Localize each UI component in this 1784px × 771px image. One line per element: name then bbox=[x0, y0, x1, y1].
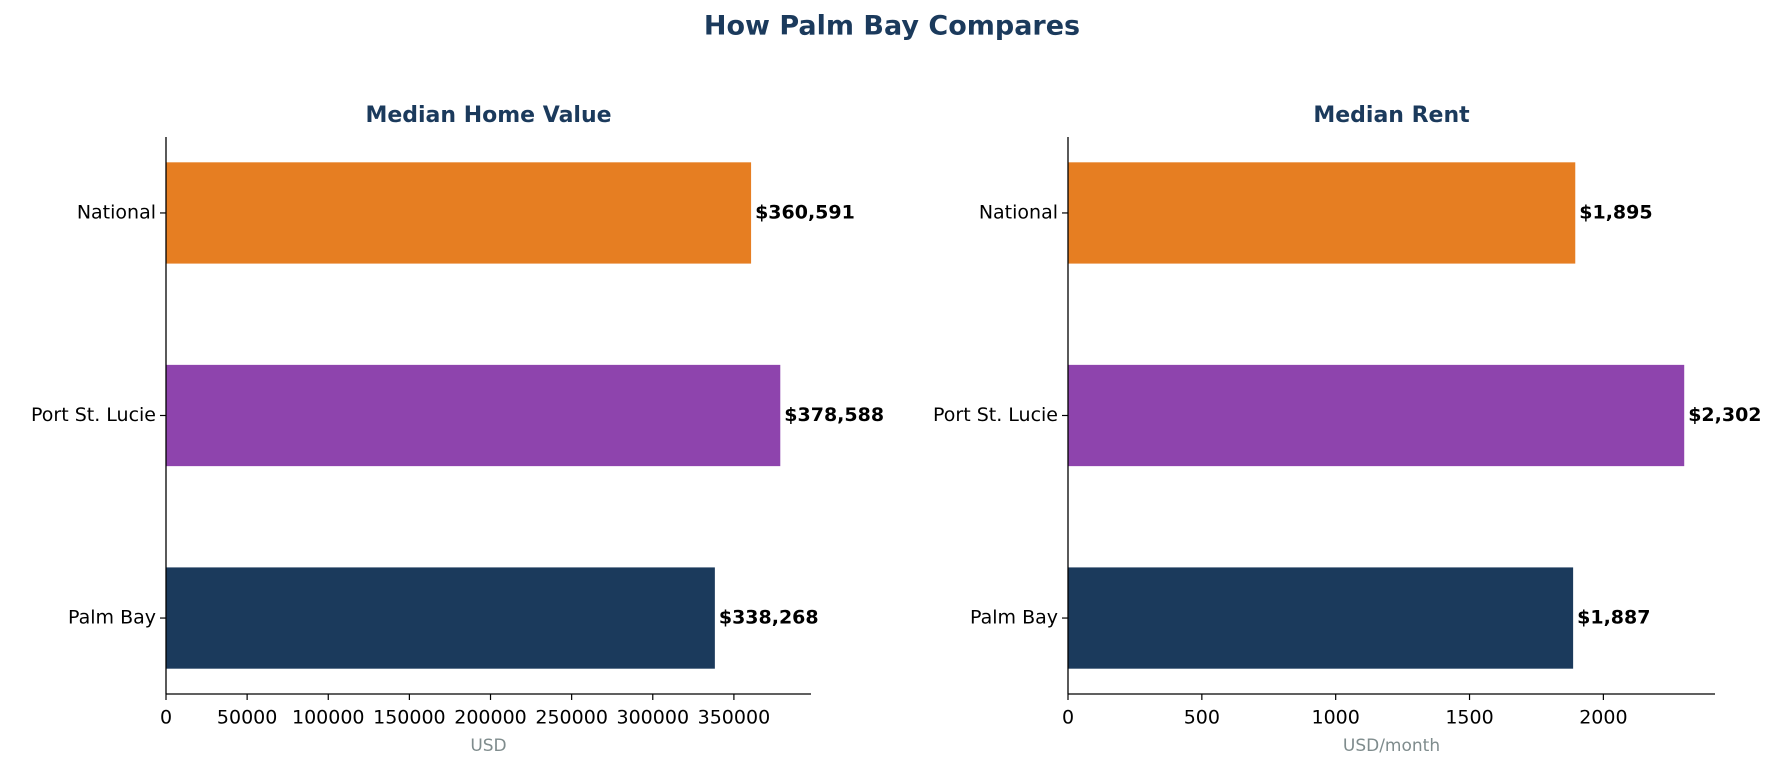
x-axis-label: USD/month bbox=[1343, 736, 1440, 756]
y-tick-label: Port St. Lucie bbox=[31, 404, 156, 426]
x-tick-label: 250000 bbox=[535, 707, 608, 729]
bar bbox=[1068, 364, 1685, 467]
bar bbox=[166, 364, 781, 467]
x-tick-label: 1500 bbox=[1445, 707, 1493, 729]
x-tick-label: 150000 bbox=[373, 707, 446, 729]
x-tick-label: 100000 bbox=[292, 707, 365, 729]
x-tick-label: 1000 bbox=[1312, 707, 1360, 729]
x-tick-label: 50000 bbox=[217, 707, 277, 729]
x-tick-label: 2000 bbox=[1579, 707, 1627, 729]
y-tick-label: Port St. Lucie bbox=[933, 404, 1058, 426]
x-tick-label: 0 bbox=[1062, 707, 1074, 729]
x-tick-label: 200000 bbox=[454, 707, 527, 729]
subplot-title: Median Home Value bbox=[365, 103, 611, 128]
x-axis-label: USD bbox=[470, 736, 506, 756]
x-tick-label: 500 bbox=[1184, 707, 1220, 729]
value-label: $1,895 bbox=[1579, 201, 1652, 223]
figure-title: How Palm Bay Compares bbox=[704, 11, 1080, 42]
value-label: $338,268 bbox=[719, 607, 819, 629]
value-label: $2,302 bbox=[1688, 404, 1761, 426]
y-tick-label: Palm Bay bbox=[68, 607, 156, 629]
value-label: $1,887 bbox=[1577, 607, 1650, 629]
y-tick-label: Palm Bay bbox=[970, 607, 1058, 629]
bar bbox=[1068, 162, 1576, 264]
value-label: $360,591 bbox=[755, 201, 855, 223]
y-tick-label: National bbox=[979, 201, 1058, 223]
x-tick-label: 0 bbox=[160, 707, 172, 729]
x-tick-label: 350000 bbox=[698, 707, 771, 729]
value-label: $378,588 bbox=[784, 404, 884, 426]
subplot-title: Median Rent bbox=[1313, 103, 1470, 128]
bar bbox=[166, 162, 752, 264]
y-tick-label: National bbox=[77, 201, 156, 223]
x-tick-label: 300000 bbox=[617, 707, 690, 729]
bar bbox=[1068, 567, 1574, 669]
bar bbox=[166, 567, 715, 669]
